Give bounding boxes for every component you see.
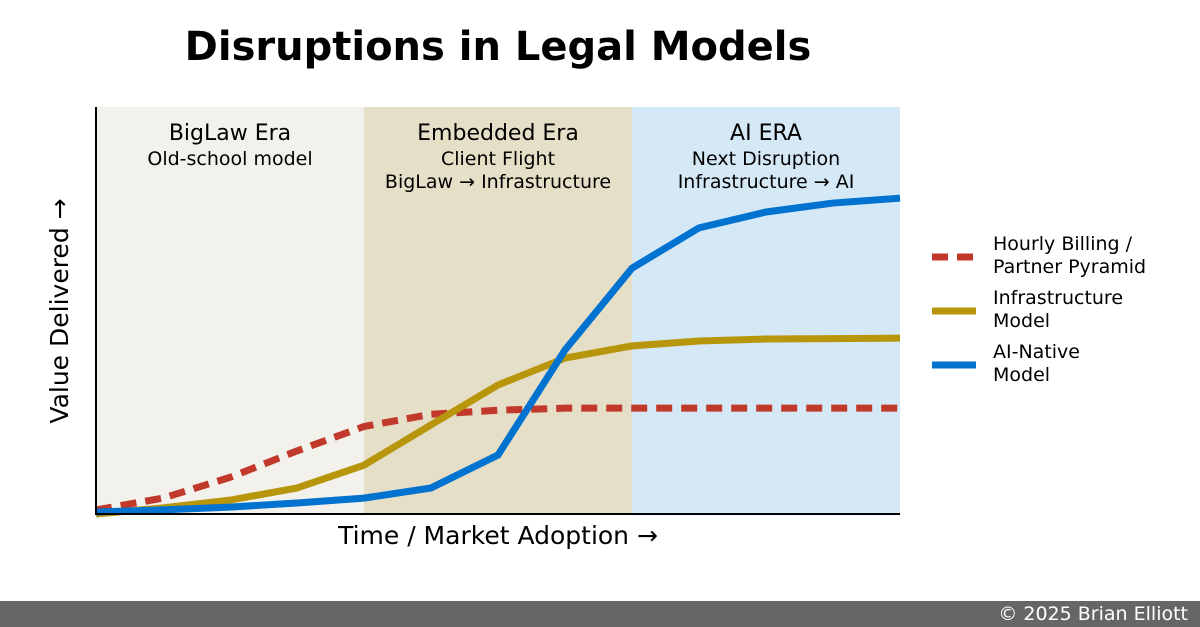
- legend-label: AI-Native Model: [993, 341, 1080, 386]
- series-line: [95, 194, 901, 516]
- era-sublabel: Client Flight BigLaw → Infrastructure: [384, 148, 612, 193]
- era-label: AI ERA: [730, 121, 802, 146]
- era-sublabel: Next Disruption Infrastructure → AI: [677, 148, 855, 193]
- era-label: Embedded Era: [417, 121, 579, 146]
- y-axis-label: Value Delivered →: [45, 198, 74, 424]
- era-region: [632, 107, 900, 514]
- x-axis-label: Time / Market Adoption →: [338, 521, 658, 550]
- footer-bar: [0, 601, 1200, 627]
- chart-title: Disruptions in Legal Models: [184, 24, 812, 70]
- footer: © 2025 Brian Elliott: [998, 603, 1188, 625]
- legend-label: Infrastructure Model: [993, 287, 1124, 332]
- era-sublabel: Old-school model: [147, 148, 313, 170]
- era-region: [364, 107, 632, 514]
- series-line: [95, 404, 900, 514]
- series-line: [95, 334, 901, 518]
- era-label: BigLaw Era: [168, 121, 292, 146]
- legend-label: Hourly Billing / Partner Pyramid: [993, 233, 1147, 278]
